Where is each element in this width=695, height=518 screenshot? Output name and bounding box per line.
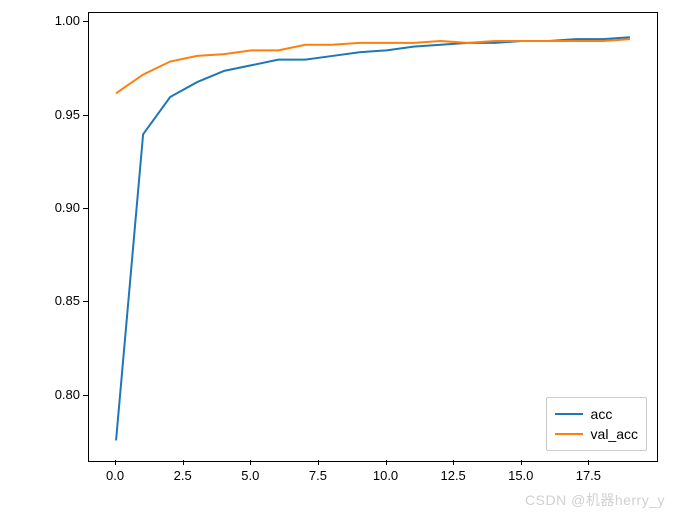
series-line-acc xyxy=(116,37,630,440)
legend-label-val-acc: val_acc xyxy=(591,426,638,442)
x-tick-label: 0.0 xyxy=(106,468,124,483)
y-tick-mark xyxy=(83,301,88,302)
y-tick-mark xyxy=(83,208,88,209)
y-tick-mark xyxy=(83,21,88,22)
x-tick-mark xyxy=(521,460,522,465)
x-tick-mark xyxy=(453,460,454,465)
x-tick-mark xyxy=(318,460,319,465)
x-tick-label: 7.5 xyxy=(309,468,327,483)
x-tick-label: 5.0 xyxy=(241,468,259,483)
legend-item-acc: acc xyxy=(555,404,638,424)
x-tick-mark xyxy=(386,460,387,465)
x-tick-label: 12.5 xyxy=(440,468,465,483)
plot-svg xyxy=(89,13,657,461)
y-tick-mark xyxy=(83,115,88,116)
x-tick-mark xyxy=(183,460,184,465)
legend-label-acc: acc xyxy=(591,406,613,422)
y-tick-label: 1.00 xyxy=(10,13,80,28)
y-tick-label: 0.85 xyxy=(10,293,80,308)
y-tick-mark xyxy=(83,395,88,396)
chart-container: acc val_acc 0.80 0.85 0.90 0.95 1.00 0.0 2.5 5… xyxy=(0,0,695,518)
x-tick-mark xyxy=(115,460,116,465)
legend-swatch-val-acc xyxy=(555,433,583,435)
x-tick-label: 15.0 xyxy=(508,468,533,483)
plot-area: acc val_acc xyxy=(88,12,658,462)
x-tick-label: 10.0 xyxy=(373,468,398,483)
legend: acc val_acc xyxy=(546,397,647,451)
x-tick-mark xyxy=(250,460,251,465)
legend-swatch-acc xyxy=(555,413,583,415)
x-tick-mark xyxy=(588,460,589,465)
y-tick-label: 0.90 xyxy=(10,200,80,215)
x-tick-label: 17.5 xyxy=(576,468,601,483)
y-tick-label: 0.80 xyxy=(10,387,80,402)
y-tick-label: 0.95 xyxy=(10,107,80,122)
legend-item-val-acc: val_acc xyxy=(555,424,638,444)
watermark: CSDN @机器herry_y xyxy=(525,490,665,510)
x-tick-label: 2.5 xyxy=(174,468,192,483)
